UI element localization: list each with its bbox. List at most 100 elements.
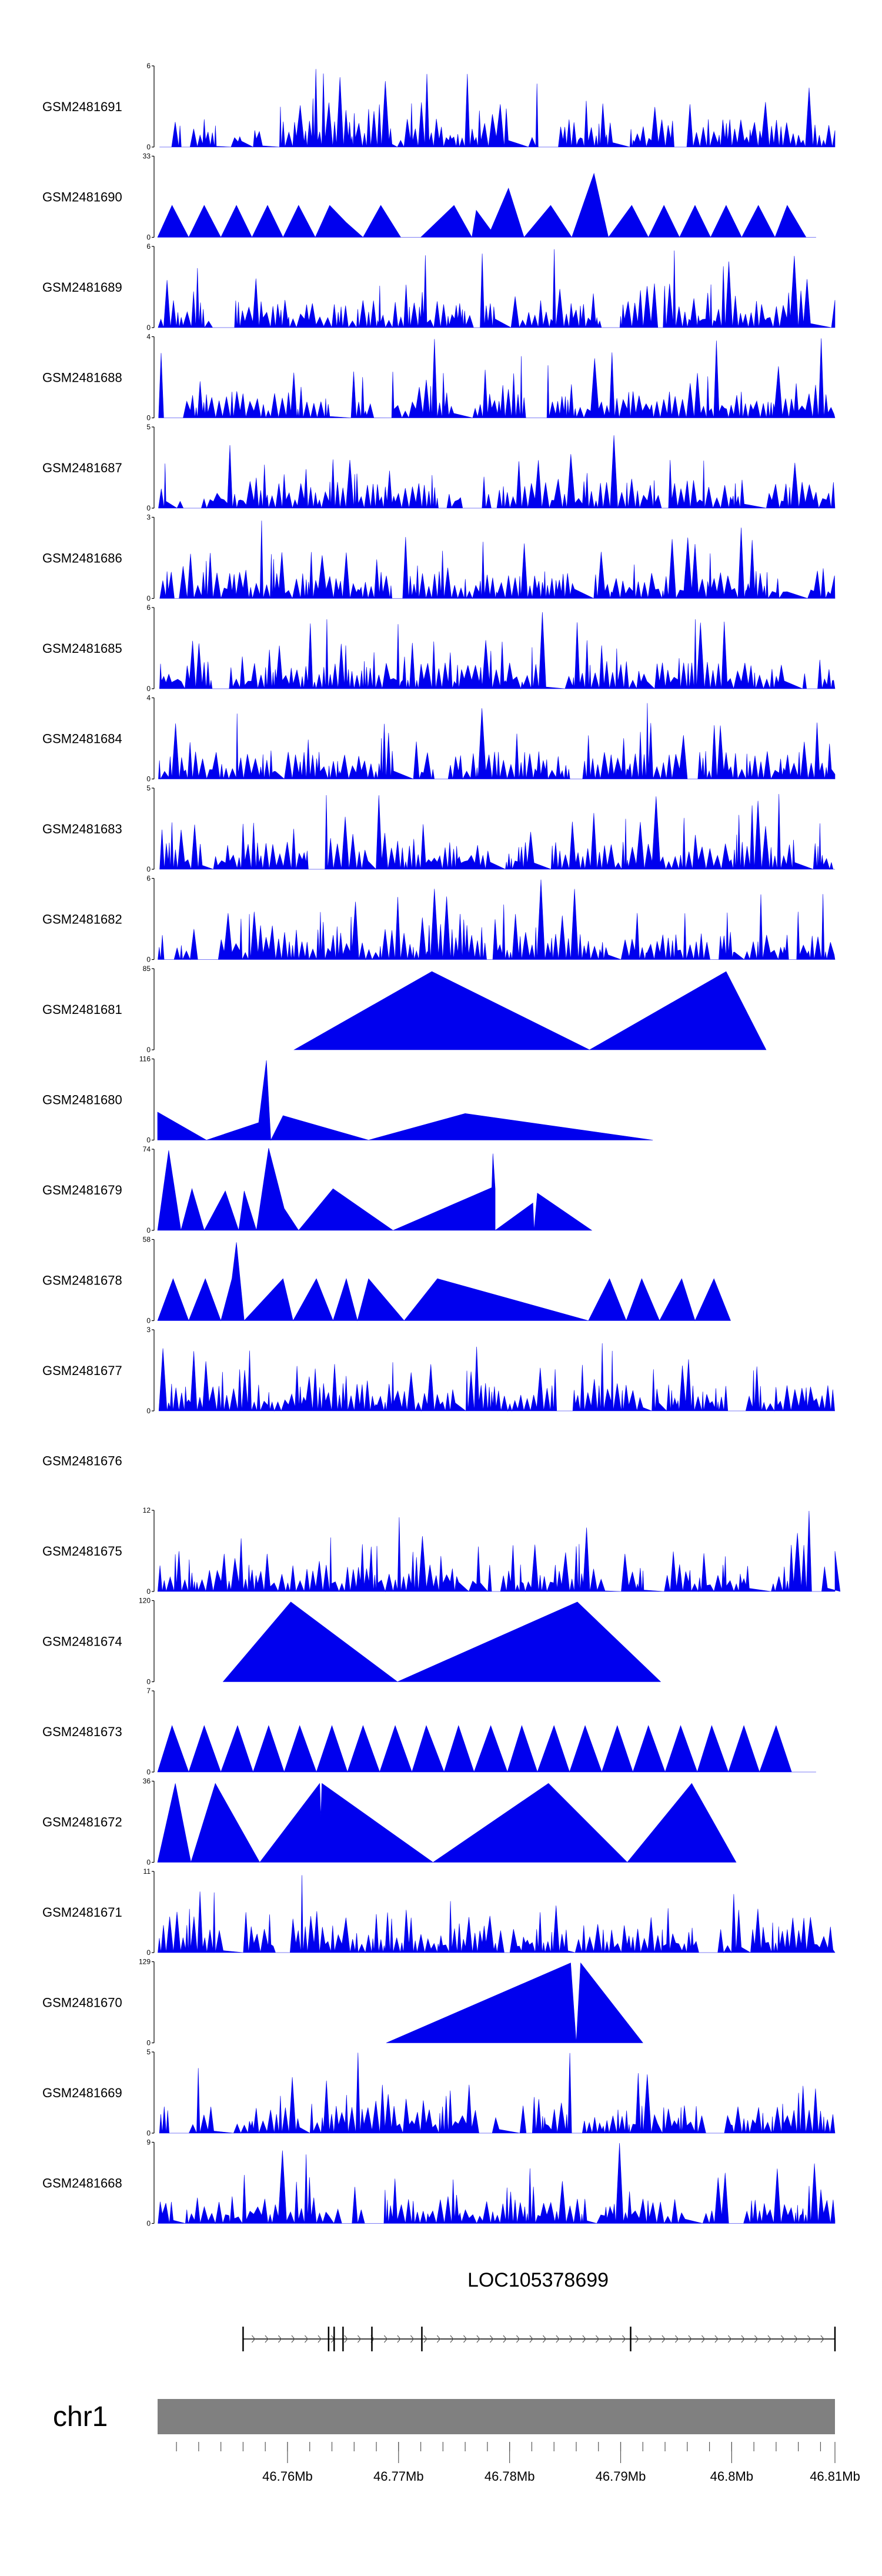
y-max-label: 5 (146, 2048, 151, 2056)
coverage-area-GSM2481683 (159, 794, 835, 870)
y-min-label: 0 (146, 1407, 151, 1415)
track-GSM2481674: GSM2481674 120 0 (42, 1597, 662, 1686)
y-max-label: 58 (143, 1236, 151, 1244)
strand-arrow (714, 2335, 719, 2343)
axis-tick-label: 46.78Mb (485, 2469, 535, 2484)
axis-tick-label: 46.8Mb (710, 2469, 753, 2484)
track-label: GSM2481689 (42, 280, 122, 295)
strand-arrow (344, 2335, 348, 2343)
strand-arrow (754, 2335, 759, 2343)
track-label: GSM2481669 (42, 2086, 122, 2100)
track-GSM2481679: GSM2481679 74 0 (42, 1145, 593, 1234)
track-GSM2481678: GSM2481678 58 0 (42, 1236, 731, 1325)
track-label: GSM2481687 (42, 461, 122, 475)
strand-arrow (622, 2335, 626, 2343)
track-GSM2481685: GSM2481685 6 0 (42, 603, 836, 693)
y-min-label: 0 (146, 775, 151, 783)
track-GSM2481680: GSM2481680 116 0 (42, 1055, 653, 1144)
y-min-label: 0 (146, 2129, 151, 2137)
track-label: GSM2481674 (42, 1634, 122, 1649)
coverage-area-GSM2481681 (293, 971, 767, 1050)
strand-arrow (569, 2335, 573, 2343)
track-label: GSM2481688 (42, 371, 122, 385)
strand-arrow (674, 2335, 679, 2343)
y-min-label: 0 (146, 1226, 151, 1234)
track-GSM2481670: GSM2481670 129 0 (42, 1958, 643, 2047)
track-GSM2481689: GSM2481689 6 0 (42, 242, 836, 332)
y-max-label: 74 (143, 1145, 151, 1153)
y-max-label: 85 (143, 965, 151, 973)
track-label: GSM2481673 (42, 1724, 122, 1739)
track-GSM2481669: GSM2481669 5 0 (42, 2048, 836, 2137)
coverage-area-GSM2481677 (158, 1343, 835, 1412)
track-label: GSM2481680 (42, 1093, 122, 1107)
chromosome-bar (158, 2399, 835, 2434)
y-min-label: 0 (146, 1317, 151, 1325)
coverage-area-GSM2481671 (158, 1875, 836, 1954)
strand-arrow (807, 2335, 811, 2343)
strand-arrow (688, 2335, 692, 2343)
coverage-area-GSM2481672 (157, 1783, 737, 1863)
track-GSM2481691: GSM2481691 6 0 (42, 62, 836, 151)
y-max-label: 9 (146, 2138, 151, 2147)
y-min-label: 0 (146, 504, 151, 512)
strand-arrow (450, 2335, 454, 2343)
strand-arrow (556, 2335, 560, 2343)
strand-arrow (701, 2335, 706, 2343)
track-label: GSM2481691 (42, 99, 122, 114)
y-max-label: 4 (146, 694, 151, 702)
coverage-area-GSM2481686 (159, 520, 836, 599)
y-min-label: 0 (146, 1948, 151, 1957)
strand-arrow (278, 2335, 282, 2343)
axis-tick-label: 46.79Mb (596, 2469, 646, 2484)
strand-arrow (516, 2335, 520, 2343)
coverage-area-GSM2481678 (157, 1242, 731, 1322)
coverage-area-GSM2481687 (158, 435, 836, 509)
strand-arrow (727, 2335, 732, 2343)
coverage-area-GSM2481674 (222, 1601, 662, 1682)
strand-arrow (609, 2335, 613, 2343)
coverage-area-GSM2481691 (159, 69, 836, 148)
track-label: GSM2481670 (42, 1996, 122, 2010)
strand-arrow (648, 2335, 653, 2343)
coverage-area-GSM2481669 (159, 2053, 836, 2134)
y-max-label: 3 (146, 513, 151, 522)
y-max-label: 33 (143, 152, 151, 161)
strand-arrow (357, 2335, 362, 2343)
y-min-label: 0 (146, 956, 151, 964)
coverage-area-GSM2481670 (386, 1962, 643, 2043)
track-GSM2481672: GSM2481672 36 0 (42, 1777, 737, 1867)
strand-arrow (318, 2335, 322, 2343)
strand-arrow (820, 2335, 824, 2343)
strand-arrow (397, 2335, 401, 2343)
track-label: GSM2481679 (42, 1183, 122, 1197)
y-min-label: 0 (146, 1136, 151, 1144)
gene-name-label: LOC105378699 (467, 2269, 609, 2291)
track-GSM2481677: GSM2481677 3 0 (42, 1326, 835, 1415)
track-GSM2481688: GSM2481688 4 0 (42, 333, 836, 422)
y-max-label: 3 (146, 1326, 151, 1334)
track-GSM2481687: GSM2481687 5 0 (42, 423, 836, 512)
strand-arrow (635, 2335, 639, 2343)
y-min-label: 0 (146, 323, 151, 332)
axis-tick-label: 46.77Mb (373, 2469, 424, 2484)
y-max-label: 6 (146, 875, 151, 883)
track-label: GSM2481681 (42, 1002, 122, 1017)
y-min-label: 0 (146, 595, 151, 603)
y-max-label: 6 (146, 242, 151, 251)
y-max-label: 11 (143, 1867, 151, 1876)
strand-arrow (780, 2335, 785, 2343)
y-max-label: 36 (143, 1777, 151, 1786)
strand-arrow (265, 2335, 269, 2343)
coverage-area-GSM2481689 (158, 249, 836, 329)
gene-track: LOC105378699 (242, 2269, 836, 2351)
track-label: GSM2481668 (42, 2176, 122, 2191)
track-GSM2481681: GSM2481681 85 0 (42, 965, 767, 1054)
track-label: GSM2481677 (42, 1363, 122, 1378)
strand-arrow (741, 2335, 745, 2343)
y-min-label: 0 (146, 1046, 151, 1054)
y-min-label: 0 (146, 1587, 151, 1596)
track-GSM2481686: GSM2481686 3 0 (42, 513, 836, 603)
y-min-label: 0 (146, 2220, 151, 2228)
track-label: GSM2481684 (42, 732, 122, 746)
